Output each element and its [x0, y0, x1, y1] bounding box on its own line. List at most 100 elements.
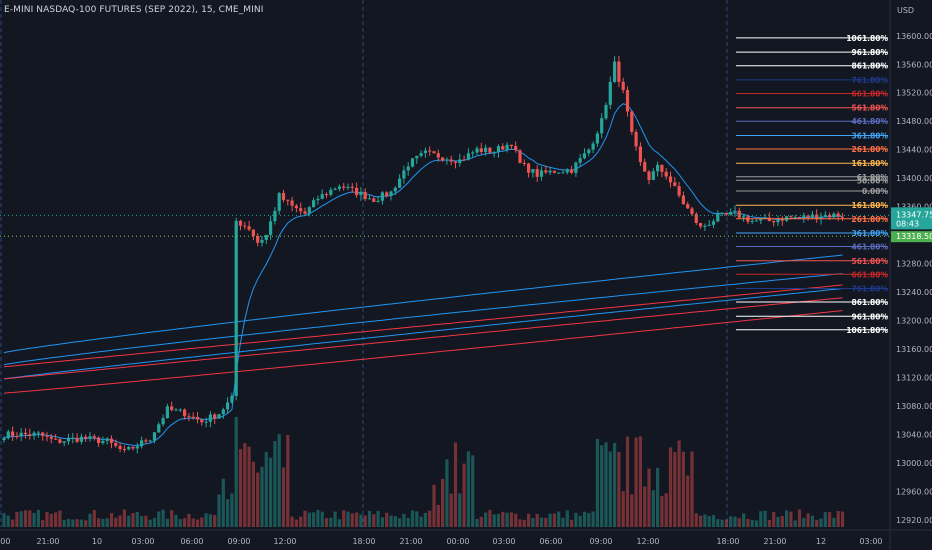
- candle-body: [58, 439, 62, 443]
- volume-bar: [385, 512, 389, 527]
- candle-body: [445, 159, 449, 161]
- volume-bar: [789, 511, 793, 527]
- volume-bar: [608, 451, 612, 527]
- candle-body: [419, 153, 423, 156]
- candle-body: [187, 416, 191, 418]
- candle-body: [737, 210, 741, 218]
- candle-body: [819, 216, 823, 220]
- candle-body: [600, 118, 604, 134]
- volume-bar: [561, 517, 565, 527]
- candle-body: [651, 171, 655, 180]
- volume-bar: [776, 516, 780, 527]
- volume-bar: [729, 516, 733, 527]
- x-tick-label: 09:00: [589, 537, 612, 546]
- volume-bar: [247, 446, 251, 527]
- volume-bar: [819, 518, 823, 527]
- volume-bar: [797, 509, 802, 527]
- candle-body: [518, 150, 522, 163]
- candle-body: [604, 104, 608, 119]
- volume-bar: [299, 516, 303, 527]
- candle-body: [144, 440, 148, 442]
- candle-body: [488, 147, 492, 153]
- volume-bar: [2, 513, 6, 527]
- volume-bar: [707, 516, 711, 527]
- candle-body: [780, 219, 784, 221]
- volume-bar: [88, 513, 92, 527]
- candle-body: [501, 146, 505, 150]
- volume-bar: [423, 512, 427, 527]
- volume-bar: [294, 519, 298, 527]
- candle-body: [6, 431, 10, 439]
- candle-body: [161, 418, 165, 425]
- candle-body: [238, 220, 243, 226]
- y-tick-label: 13240.00: [896, 288, 932, 297]
- candle-body: [621, 81, 625, 90]
- volume-bar: [548, 513, 552, 527]
- volume-bar: [557, 511, 561, 527]
- candle-body: [694, 213, 698, 223]
- volume-bar: [419, 516, 423, 527]
- volume-bar: [647, 468, 651, 527]
- volume-bar: [544, 517, 548, 527]
- candle-body: [767, 217, 771, 221]
- volume-bar: [767, 519, 771, 527]
- volume-bar: [724, 519, 728, 527]
- volume-bar: [269, 457, 273, 527]
- candle-body: [226, 402, 230, 410]
- x-tick-label: 21:00: [763, 537, 786, 546]
- volume-bar: [174, 514, 178, 527]
- candle-body: [380, 192, 384, 201]
- volume-bar: [187, 513, 191, 527]
- ask-price-tag: [891, 231, 932, 243]
- candle-body: [312, 200, 316, 208]
- volume-bar: [690, 451, 694, 527]
- candle-body: [643, 162, 647, 172]
- moving-average-red-2: [3, 297, 843, 380]
- fib-level-label: 1061.80%: [846, 326, 888, 335]
- y-tick-label: 13280.00: [896, 260, 932, 269]
- candle-body: [45, 435, 49, 437]
- volume-bar: [815, 520, 819, 527]
- fib-level-label: 161.80%: [852, 159, 889, 168]
- candle-body: [286, 199, 290, 201]
- candle-body: [634, 132, 638, 147]
- volume-bar: [441, 478, 445, 527]
- volume-bar: [221, 478, 225, 527]
- volume-bar: [501, 511, 505, 527]
- candle-body: [260, 239, 264, 243]
- volume-bar: [742, 513, 746, 527]
- candle-body: [346, 186, 350, 188]
- volume-bar: [230, 493, 234, 527]
- volume-bar: [303, 510, 307, 527]
- x-tick-label: 21:00: [399, 537, 422, 546]
- volume-bar: [617, 452, 621, 527]
- candle-body: [320, 194, 324, 199]
- volume-bar: [277, 434, 281, 527]
- candle-body: [402, 170, 406, 179]
- y-tick-label: 12920.00: [896, 516, 932, 525]
- volume-bar: [170, 510, 174, 527]
- candle-body: [92, 436, 96, 438]
- volume-bar: [260, 466, 264, 527]
- candle-body: [840, 216, 845, 218]
- candle-body: [591, 143, 595, 150]
- candle-body: [389, 191, 393, 197]
- x-tick-label: 18:00: [352, 537, 375, 546]
- candle-body: [797, 216, 802, 218]
- volume-bar: [200, 517, 204, 527]
- volume-bar: [484, 512, 488, 527]
- volume-bar: [101, 518, 105, 527]
- volume-bar: [75, 519, 79, 527]
- volume-bar: [651, 490, 655, 527]
- candle-body: [673, 182, 677, 187]
- candle-body: [514, 146, 518, 151]
- volume-bar: [226, 499, 230, 527]
- candle-body: [432, 151, 436, 154]
- candle-body: [475, 148, 479, 153]
- y-tick-label: 13160.00: [896, 345, 932, 354]
- volume-bar: [703, 514, 707, 527]
- candle-body: [415, 155, 419, 159]
- volume-bar: [840, 511, 845, 527]
